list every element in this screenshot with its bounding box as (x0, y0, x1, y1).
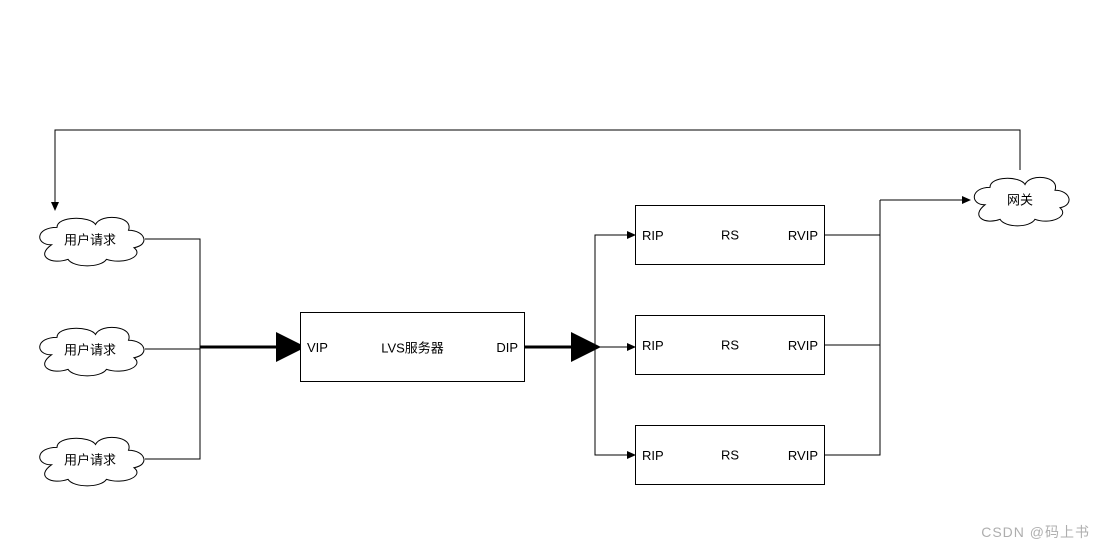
edge (145, 239, 200, 347)
box-left-label: RIP (642, 228, 664, 243)
box-rs1: RIP RS RVIP (635, 205, 825, 265)
cloud-user3: 用户请求 (35, 430, 145, 488)
cloud-label: 用户请求 (64, 230, 116, 249)
watermark: CSDN @码上书 (981, 522, 1090, 542)
cloud-user1: 用户请求 (35, 210, 145, 268)
cloud-label: 网关 (1007, 190, 1033, 209)
box-left-label: RIP (642, 448, 664, 463)
network-diagram: 用户请求用户请求用户请求网关VIPLVS服务器DIPRIPRSRVIPRIPRS… (0, 0, 1105, 550)
edges-layer (0, 0, 1105, 550)
box-left-label: RIP (642, 338, 664, 353)
edge (825, 200, 880, 345)
edge (55, 130, 1020, 210)
box-center-label: RS (721, 448, 739, 463)
box-lvs: VIP LVS服务器 DIP (300, 312, 525, 382)
edge (825, 200, 880, 235)
edge (145, 347, 200, 459)
box-right-label: RVIP (788, 338, 818, 353)
box-right-label: RVIP (788, 228, 818, 243)
box-right-label: RVIP (788, 448, 818, 463)
cloud-label: 用户请求 (64, 450, 116, 469)
cloud-user2: 用户请求 (35, 320, 145, 378)
edge (825, 200, 880, 455)
box-rs3: RIP RS RVIP (635, 425, 825, 485)
box-center-label: LVS服务器 (381, 338, 444, 357)
box-left-label: VIP (307, 340, 328, 355)
box-center-label: RS (721, 228, 739, 243)
edge (595, 235, 635, 347)
edge (595, 347, 635, 455)
cloud-gateway: 网关 (970, 170, 1070, 228)
cloud-label: 用户请求 (64, 340, 116, 359)
box-right-label: DIP (496, 340, 518, 355)
box-rs2: RIP RS RVIP (635, 315, 825, 375)
box-center-label: RS (721, 338, 739, 353)
